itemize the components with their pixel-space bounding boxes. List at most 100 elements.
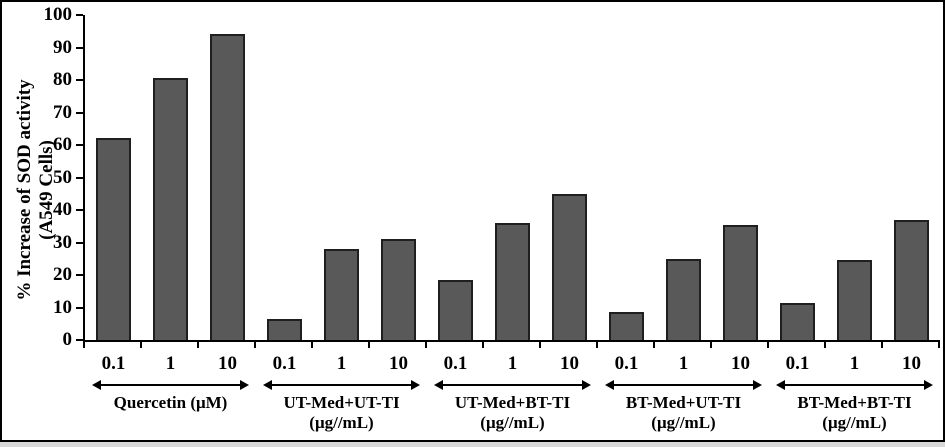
x-tick <box>596 342 598 348</box>
arrow-right-head <box>240 380 249 390</box>
group-label-block: BT-Med+UT-TI (μg//mL) <box>598 393 769 433</box>
bar-g0-c2 <box>210 34 245 340</box>
x-tick <box>368 342 370 348</box>
x-tick-label: 0.1 <box>272 353 297 374</box>
arrow-left-head <box>605 380 614 390</box>
arrow-line <box>272 384 411 386</box>
x-tick-label: 1 <box>165 353 176 374</box>
group-label-block: UT-Med+BT-TI (μg//mL) <box>427 393 598 433</box>
group-range-arrow <box>434 379 591 391</box>
y-tick <box>76 14 83 16</box>
arrow-line <box>443 384 582 386</box>
y-tick <box>76 176 83 179</box>
y-tick <box>76 339 83 341</box>
x-tick-label: 10 <box>560 353 579 374</box>
y-tick-label: 40 <box>53 199 72 220</box>
x-tick-label: 0.1 <box>614 353 639 374</box>
group-label-block: Quercetin (μM) <box>85 393 256 413</box>
x-tick <box>938 342 940 348</box>
group-label: BT-Med+UT-TI <box>625 393 742 412</box>
x-tick-label: 10 <box>902 353 921 374</box>
bar-g2-c2 <box>552 194 587 340</box>
arrow-line <box>785 384 924 386</box>
bar-g2-c1 <box>495 223 530 340</box>
group-label-block: BT-Med+BT-TI (μg//mL) <box>769 393 940 433</box>
x-tick <box>425 342 427 348</box>
x-tick-label: 0.1 <box>443 353 468 374</box>
y-tick-label: 50 <box>53 166 72 188</box>
arrow-left-head <box>263 380 272 390</box>
y-tick <box>76 241 83 244</box>
bar-g4-c2 <box>894 220 929 340</box>
y-tick-label: 70 <box>53 101 72 123</box>
y-tick-label: 60 <box>53 134 72 155</box>
arrow-left-head <box>776 380 785 390</box>
y-tick <box>76 46 83 49</box>
y-tick-label: 100 <box>43 4 73 25</box>
y-tick <box>76 209 83 211</box>
x-tick-label: 10 <box>218 353 237 374</box>
x-tick-label: 1 <box>849 353 860 374</box>
x-tick-label: 0.1 <box>785 353 810 374</box>
y-tick <box>76 274 83 276</box>
bar-g4-c1 <box>837 260 872 340</box>
x-tick <box>539 342 541 348</box>
bar-g3-c1 <box>666 259 701 340</box>
x-tick <box>140 342 142 348</box>
x-tick-label: 1 <box>336 353 347 374</box>
x-axis-line <box>83 340 940 342</box>
group-label: BT-Med+BT-TI <box>797 393 912 412</box>
bar-g1-c2 <box>381 239 416 340</box>
group-range-arrow <box>605 379 762 391</box>
bar-g3-c0 <box>609 312 644 340</box>
bar-g0-c0 <box>96 138 131 340</box>
arrow-left-head <box>434 380 443 390</box>
group-label: UT-Med+BT-TI <box>454 393 571 412</box>
x-tick-label: 1 <box>507 353 518 374</box>
group-sublabel: (μg//mL) <box>822 413 887 432</box>
y-tick-label: 80 <box>53 69 72 90</box>
arrow-right-head <box>924 380 933 390</box>
bar-g1-c0 <box>267 319 302 340</box>
y-tick <box>76 144 83 146</box>
y-tick-label: 30 <box>53 231 72 253</box>
x-tick-label: 0.1 <box>101 353 126 374</box>
arrow-left-head <box>92 380 101 390</box>
arrow-line <box>614 384 753 386</box>
x-tick <box>83 342 85 348</box>
bar-g4-c0 <box>780 303 815 340</box>
arrow-line <box>101 384 240 386</box>
bar-g0-c1 <box>153 78 188 340</box>
arrow-right-head <box>753 380 762 390</box>
y-tick-label: 90 <box>53 36 72 58</box>
arrow-right-head <box>411 380 420 390</box>
bar-g1-c1 <box>324 249 359 340</box>
group-label: UT-Med+UT-TI <box>283 393 400 412</box>
group-label: Quercetin (μM) <box>113 393 228 412</box>
group-sublabel: (μg//mL) <box>309 413 374 432</box>
group-sublabel: (μg//mL) <box>480 413 545 432</box>
x-tick <box>653 342 655 348</box>
y-tick <box>76 111 83 114</box>
arrow-right-head <box>582 380 591 390</box>
group-range-arrow <box>92 379 249 391</box>
y-tick <box>76 306 83 309</box>
x-tick <box>881 342 883 348</box>
group-label-block: UT-Med+UT-TI (μg//mL) <box>256 393 427 433</box>
group-range-arrow <box>776 379 933 391</box>
group-range-arrow <box>263 379 420 391</box>
bar-g2-c0 <box>438 280 473 340</box>
x-tick-label: 10 <box>731 353 750 374</box>
x-tick <box>767 342 769 348</box>
x-tick <box>710 342 712 348</box>
x-tick-label: 10 <box>389 353 408 374</box>
x-tick <box>197 342 199 348</box>
group-sublabel: (μg//mL) <box>651 413 716 432</box>
x-tick <box>311 342 313 348</box>
y-tick-label: 20 <box>53 264 72 285</box>
bar-g3-c2 <box>723 225 758 340</box>
x-tick <box>824 342 826 348</box>
y-tick-label: 10 <box>53 296 72 318</box>
